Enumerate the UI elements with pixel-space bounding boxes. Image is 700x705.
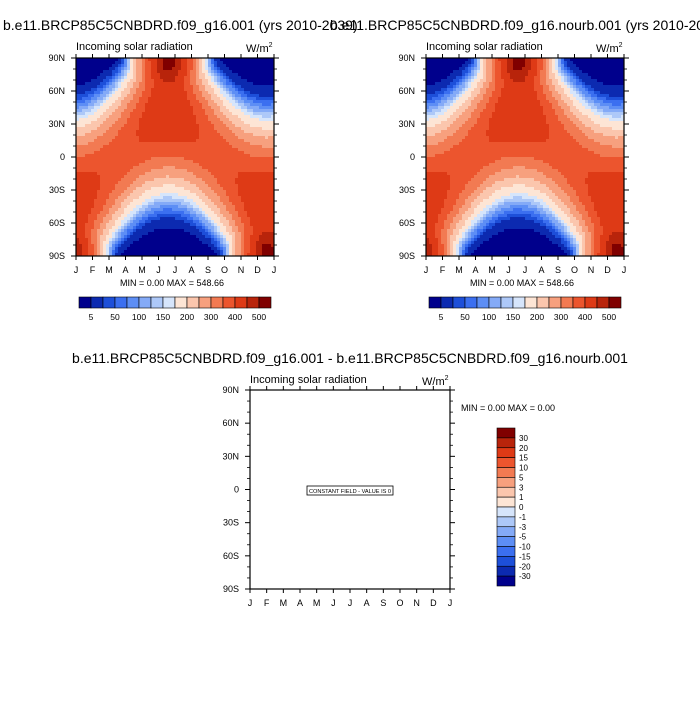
colorbar-swatch [139, 297, 151, 308]
colorbar-swatch [211, 297, 223, 308]
colorbar-swatch [163, 297, 175, 308]
colorbar-label: 5 [89, 312, 94, 322]
colorbar-swatch [247, 297, 259, 308]
panel-2-units-base: W/m [596, 43, 619, 55]
y-tick-label: 60S [49, 218, 65, 228]
panel-1-subtitle: Incoming solar radiation [76, 41, 193, 53]
panel-2-title: b.e11.BRCP85C5CNBDRD.f09_g16.nourb.001 (… [330, 17, 700, 33]
colorbar-label: 50 [110, 312, 120, 322]
panel-2-units-sup: 2 [619, 42, 623, 49]
colorbar-swatch [79, 297, 91, 308]
colorbar-label: 500 [252, 312, 266, 322]
panel-2-heatmap-field [426, 58, 625, 257]
x-tick-label: J [173, 265, 178, 275]
y-tick-label: 30S [49, 185, 65, 195]
panel-1-minmax: MIN = 0.00 MAX = 548.66 [120, 278, 224, 288]
panel-1-title: b.e11.BRCP85C5CNBDRD.f09_g16.001 (yrs 20… [3, 17, 358, 33]
colorbar-swatch [175, 297, 187, 308]
colorbar-swatch [223, 297, 235, 308]
x-tick-label: J [272, 265, 277, 275]
panel-2: b.e11.BRCP85C5CNBDRD.f09_g16.nourb.001 (… [330, 17, 700, 322]
y-tick-label: 90S [49, 251, 65, 261]
x-tick-label: F [90, 265, 96, 275]
x-tick-label: N [238, 265, 245, 275]
x-tick-label: O [221, 265, 228, 275]
x-tick-label: J [74, 265, 79, 275]
colorbar-label: 200 [180, 312, 194, 322]
x-tick-label: S [205, 265, 211, 275]
panel-1-units-base: W/m [246, 43, 269, 55]
x-tick-label: M [138, 265, 146, 275]
colorbar-swatch [127, 297, 139, 308]
panel-2-units: W/m2 [596, 42, 623, 55]
colorbar-label: 300 [204, 312, 218, 322]
panel-1-heatmap-field [76, 58, 275, 257]
y-tick-label: 30N [48, 119, 65, 129]
panel-2-subtitle: Incoming solar radiation [426, 41, 543, 53]
colorbar-swatch [91, 297, 103, 308]
x-tick-label: D [254, 265, 261, 275]
colorbar-label: 100 [132, 312, 146, 322]
y-tick-label: 0 [60, 152, 65, 162]
colorbar-label: 150 [156, 312, 170, 322]
x-tick-label: J [156, 265, 161, 275]
x-tick-label: A [122, 265, 128, 275]
colorbar-swatch [235, 297, 247, 308]
panel-1-units: W/m2 [246, 42, 273, 55]
panel-1-colorbar: 5 50 100 150 200 300 400 500 [79, 297, 271, 322]
colorbar-swatch [151, 297, 163, 308]
x-tick-label: A [188, 265, 194, 275]
panel-1-units-sup: 2 [269, 42, 273, 49]
colorbar-swatch [103, 297, 115, 308]
colorbar-label: 400 [228, 312, 242, 322]
colorbar-swatch [259, 297, 271, 308]
y-tick-label: 90N [48, 53, 65, 63]
colorbar-swatch [199, 297, 211, 308]
colorbar-swatch [115, 297, 127, 308]
y-tick-label: 60N [48, 86, 65, 96]
panel-1: b.e11.BRCP85C5CNBDRD.f09_g16.001 (yrs 20… [3, 17, 358, 322]
x-tick-label: M [105, 265, 113, 275]
colorbar-swatch [187, 297, 199, 308]
